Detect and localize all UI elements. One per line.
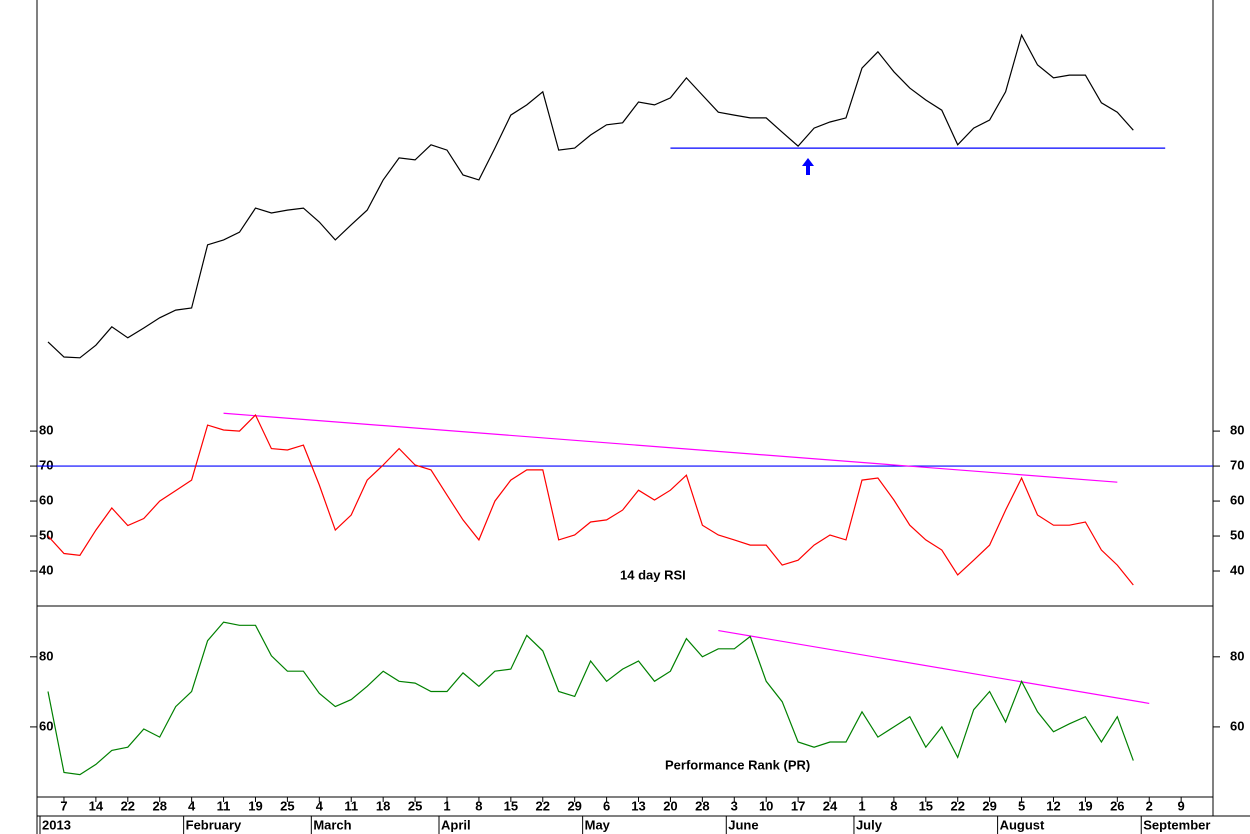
month-label: 2013	[42, 817, 71, 832]
x-tick-label: 11	[344, 798, 358, 813]
month-label: April	[441, 817, 471, 832]
month-label: June	[728, 817, 758, 832]
series-label: Performance Rank (PR)	[665, 757, 810, 772]
arrow	[802, 158, 814, 175]
x-tick-label: 22	[536, 798, 550, 813]
x-tick-label: 4	[188, 798, 196, 813]
x-tick-label: 11	[217, 798, 231, 813]
x-tick-label: 26	[1110, 798, 1124, 813]
y-tick-label: 70	[1230, 458, 1244, 473]
x-tick-label: 25	[408, 798, 422, 813]
x-tick-label: 19	[1078, 798, 1092, 813]
x-tick-label: 8	[890, 798, 897, 813]
x-tick-label: 18	[376, 798, 390, 813]
x-tick-label: 3	[731, 798, 738, 813]
y-tick-label: 80	[1230, 648, 1244, 663]
line	[47, 33, 1134, 359]
x-tick-label: 5	[1018, 798, 1025, 813]
x-tick-label: 8	[475, 798, 482, 813]
month-label: February	[186, 817, 242, 832]
x-tick-label: 9	[1178, 798, 1185, 813]
y-tick-label: 60	[1230, 492, 1244, 507]
x-tick-label: 28	[695, 798, 709, 813]
month-label: March	[313, 817, 351, 832]
x-tick-label: 29	[982, 798, 996, 813]
month-label: July	[856, 817, 883, 832]
y-tick-label: 80	[1230, 423, 1244, 438]
x-tick-label: 24	[823, 798, 838, 813]
x-tick-label: 25	[280, 798, 294, 813]
x-tick-label: 12	[1046, 798, 1060, 813]
y-tick-label: 40	[1230, 562, 1244, 577]
x-tick-label: 15	[919, 798, 933, 813]
month-label: May	[585, 817, 611, 832]
x-tick-label: 1	[858, 798, 865, 813]
x-tick-label: 2	[1146, 798, 1153, 813]
y-tick-label: 60	[39, 492, 53, 507]
y-tick-label: 40	[39, 562, 53, 577]
x-tick-label: 22	[121, 798, 135, 813]
x-tick-label: 22	[950, 798, 964, 813]
y-tick-label: 70	[39, 458, 53, 473]
x-tick-label: 14	[89, 798, 104, 813]
y-tick-label: 60	[39, 718, 53, 733]
x-tick-label: 20	[663, 798, 677, 813]
x-tick-label: 10	[759, 798, 773, 813]
x-tick-label: 19	[248, 798, 262, 813]
x-tick-label: 13	[631, 798, 645, 813]
month-label: September	[1143, 817, 1210, 832]
x-tick-label: 15	[504, 798, 518, 813]
line	[47, 413, 1134, 586]
trend-line	[718, 629, 1150, 705]
y-tick-label: 80	[39, 423, 53, 438]
series-label: 14 day RSI	[620, 567, 686, 582]
line	[47, 621, 1134, 776]
x-tick-label: 28	[152, 798, 166, 813]
x-tick-label: 1	[443, 798, 450, 813]
x-tick-label: 7	[60, 798, 67, 813]
x-tick-label: 6	[603, 798, 610, 813]
y-tick-label: 80	[39, 648, 53, 663]
x-tick-label: 4	[316, 798, 324, 813]
x-tick-label: 29	[567, 798, 581, 813]
trend-line	[223, 412, 1118, 483]
y-tick-label: 50	[1230, 527, 1244, 542]
x-tick-label: 17	[791, 798, 805, 813]
month-label: August	[1000, 817, 1045, 832]
y-tick-label: 60	[1230, 718, 1244, 733]
